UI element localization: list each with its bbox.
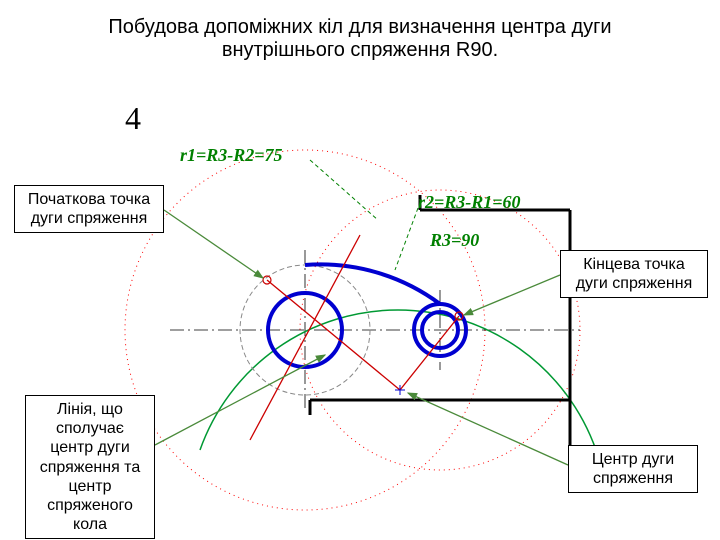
callout-center: Центр дугиспряження (568, 445, 698, 493)
formula-r3: R3=90 (430, 230, 479, 251)
guide-r2 (395, 208, 418, 270)
red-line-left (267, 280, 400, 390)
formula-r1: r1=R3-R2=75 (180, 145, 283, 166)
arrow-line (155, 355, 325, 445)
callout-line: Лінія, щосполучаєцентр дугиспряження тац… (25, 395, 155, 539)
arrow-start (164, 210, 263, 278)
formula-r2: r2=R3-R1=60 (418, 192, 521, 213)
step-number: 4 (125, 100, 141, 137)
callout-end: Кінцева точкадуги спряження (560, 250, 708, 298)
guide-r1 (310, 160, 378, 220)
red-diag (250, 235, 360, 440)
r3-arc (200, 310, 596, 450)
arrow-center (408, 393, 568, 465)
page-title: Побудова допоміжних кіл для визначення ц… (50, 16, 670, 62)
callout-start: Початкова точкадуги спряження (14, 185, 164, 233)
